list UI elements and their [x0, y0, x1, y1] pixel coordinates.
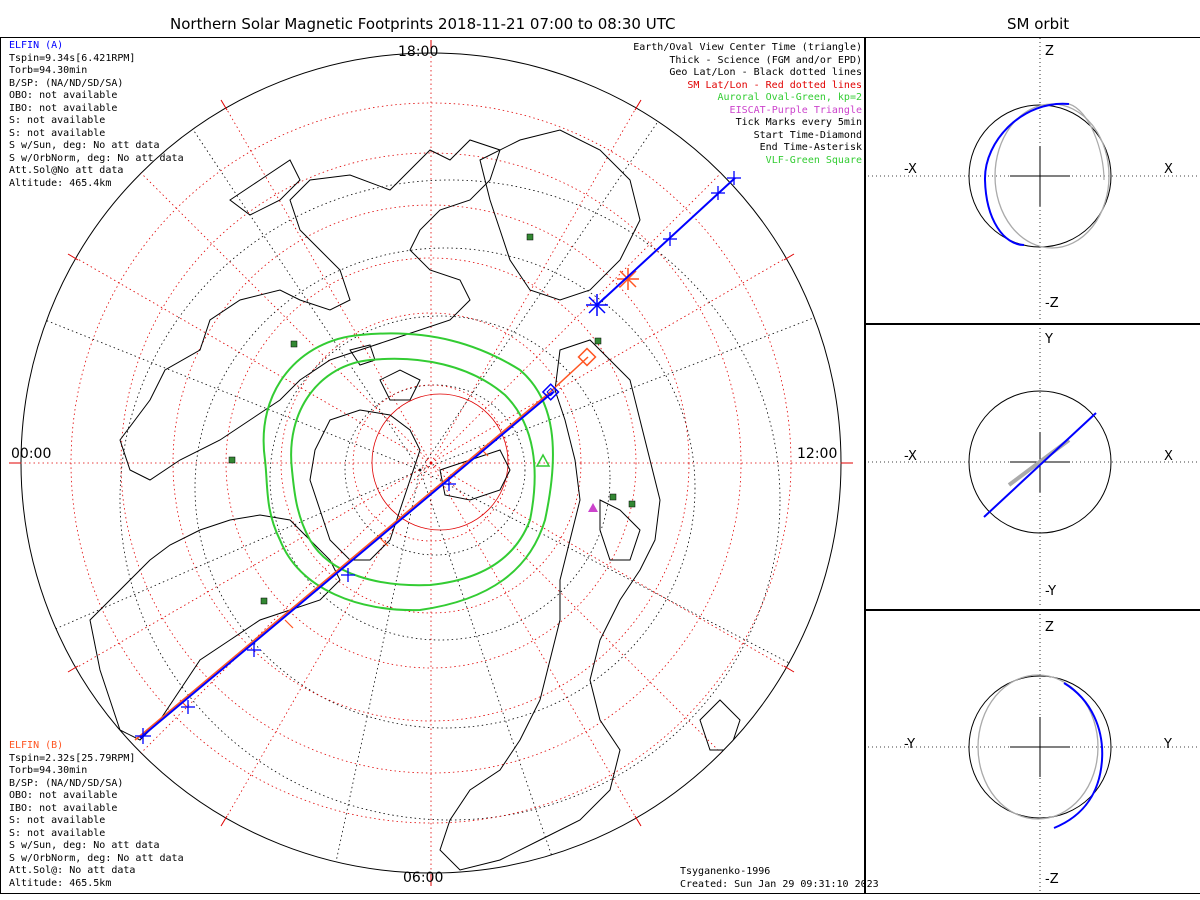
elfin-a-track	[139, 177, 736, 739]
sm-edge-ticks	[9, 40, 853, 886]
elfin-a-info: ELFIN (A) Tspin=9.34s[6.421RPM] Torb=94.…	[9, 40, 184, 190]
sm-panel-xz	[864, 37, 1200, 325]
sm-orbit-panels	[864, 38, 1200, 891]
elfin-b-line: Att.Sol@: No att data	[9, 865, 136, 876]
lt-label-bottom: 06:00	[403, 870, 444, 886]
elfin-a-start-diamond	[541, 383, 560, 401]
main-plot-frame	[0, 37, 866, 894]
view-center-triangle	[535, 453, 551, 467]
elfin-a-line: Altitude: 465.4km	[9, 177, 112, 189]
panel1-bottom-label: -Z	[1045, 296, 1059, 311]
elfin-a-ticks	[135, 171, 741, 744]
elfin-b-line: Altitude: 465.5km	[9, 877, 112, 889]
panel1-top-label: Z	[1045, 44, 1054, 59]
elfin-b-line: B/SP: (NA/ND/SD/SA)	[9, 777, 124, 789]
coastlines	[89, 129, 741, 871]
panel2-right-label: X	[1164, 449, 1173, 464]
vlf-square	[228, 456, 236, 464]
elfin-b-line: IBO: not available	[9, 802, 118, 814]
elfin-a-line: OBO: not available	[9, 90, 118, 101]
lt-label-right: 12:00	[797, 446, 838, 462]
footer: Tsyganenko-1996 Created: Sun Jan 29 09:3…	[680, 866, 879, 891]
earth-circle	[968, 675, 1112, 819]
panel2-top-label: Y	[1045, 332, 1053, 347]
elfin-a-line: IBO: not available	[9, 102, 118, 114]
legend-item: End Time-Asterisk	[759, 142, 862, 153]
panel3-left-label: -Y	[904, 737, 916, 752]
elfin-a-line: Torb=94.30min	[9, 65, 88, 76]
elfin-b-line: Tspin=2.32s[25.79RPM]	[9, 752, 136, 764]
elfin-b-line: S w/Sun, deg: No att data	[9, 840, 160, 851]
legend-item: Geo Lat/Lon - Black dotted lines	[669, 67, 862, 78]
elfin-a-line: Tspin=9.34s[6.421RPM]	[9, 52, 136, 64]
legend: Earth/Oval View Center Time (triangle) T…	[633, 42, 862, 167]
panel3-bottom-label: -Z	[1045, 872, 1059, 887]
vlf-square	[290, 340, 298, 348]
vlf-squares	[228, 233, 636, 605]
geo-grid	[21, 59, 841, 873]
elfin-b-info: ELFIN (B) Tspin=2.32s[25.79RPM] Torb=94.…	[9, 740, 184, 890]
legend-item: Thick - Science (FGM and/or EPD)	[669, 54, 862, 66]
elfin-b-line: S: not available	[9, 815, 106, 826]
sm-pole-ring	[371, 393, 509, 531]
elfin-a-end-asterisk	[586, 294, 608, 316]
elfin-b-name: ELFIN (B)	[9, 740, 64, 751]
elfin-a-line: S w/Sun, deg: No att data	[9, 140, 160, 151]
elfin-a-orbit	[983, 102, 1070, 246]
elfin-a-line: S: not available	[9, 127, 106, 139]
elfin-b-start-diamond	[577, 347, 597, 367]
panel2-bottom-label: -Y	[1045, 584, 1057, 599]
main-title: Northern Solar Magnetic Footprints 2018-…	[170, 15, 676, 33]
elfin-b-line: Torb=94.30min	[9, 765, 88, 776]
vlf-square	[609, 493, 617, 501]
elfin-b-line: S: not available	[9, 827, 106, 839]
panel-xz-plot	[864, 38, 1200, 322]
elfin-b-line: OBO: not available	[9, 790, 118, 801]
vlf-square	[628, 500, 636, 508]
legend-item: VLF-Green Square	[765, 154, 862, 166]
elfin-b-orbit	[977, 674, 1099, 820]
panel1-right-label: X	[1164, 162, 1173, 177]
elfin-b-track	[134, 268, 639, 741]
panel3-top-label: Z	[1045, 620, 1054, 635]
lt-label-top: 18:00	[398, 44, 439, 60]
elfin-a-orbit	[983, 412, 1097, 518]
eiscat-triangle	[588, 503, 598, 512]
legend-item: Earth/Oval View Center Time (triangle)	[633, 42, 862, 53]
legend-item: EISCAT-Purple Triangle	[729, 104, 862, 116]
lt-label-left: 00:00	[11, 446, 52, 462]
elfin-a-line: S: not available	[9, 115, 106, 126]
sm-panel-yz	[864, 609, 1200, 894]
legend-item: Auroral Oval-Green, kp=2	[717, 92, 863, 103]
vlf-square	[260, 597, 268, 605]
panel-xy-plot	[864, 324, 1200, 608]
polar-map	[9, 40, 853, 886]
panel3-right-label: Y	[1164, 737, 1172, 752]
elfin-a-line: S w/OrbNorm, deg: No att data	[9, 152, 184, 164]
elfin-a-name: ELFIN (A)	[9, 40, 64, 51]
model-name: Tsyganenko-1996	[680, 866, 771, 877]
elfin-b-ticks	[179, 447, 489, 709]
elfin-b-line: S w/OrbNorm, deg: No att data	[9, 852, 184, 864]
vlf-square	[526, 233, 534, 241]
legend-item: SM Lat/Lon - Red dotted lines	[687, 79, 862, 91]
sidebar-title: SM orbit	[1007, 15, 1070, 33]
panel-yz-plot	[864, 610, 1200, 891]
earth-circle	[968, 390, 1112, 534]
auroral-ovals	[262, 332, 554, 612]
sm-panel-xy	[864, 323, 1200, 611]
elfin-a-line: Att.Sol@No att data	[9, 165, 124, 176]
legend-item: Start Time-Diamond	[753, 129, 862, 141]
vlf-square	[594, 337, 602, 345]
sm-grid	[21, 53, 841, 873]
panel2-left-label: -X	[904, 449, 917, 464]
elfin-a-orbit	[1053, 682, 1104, 829]
panel1-left-label: -X	[904, 162, 917, 177]
legend-item: Tick Marks every 5min	[735, 117, 862, 128]
created-timestamp: Created: Sun Jan 29 09:31:10 2023	[680, 878, 879, 890]
elfin-a-line: B/SP: (NA/ND/SD/SA)	[9, 77, 124, 89]
